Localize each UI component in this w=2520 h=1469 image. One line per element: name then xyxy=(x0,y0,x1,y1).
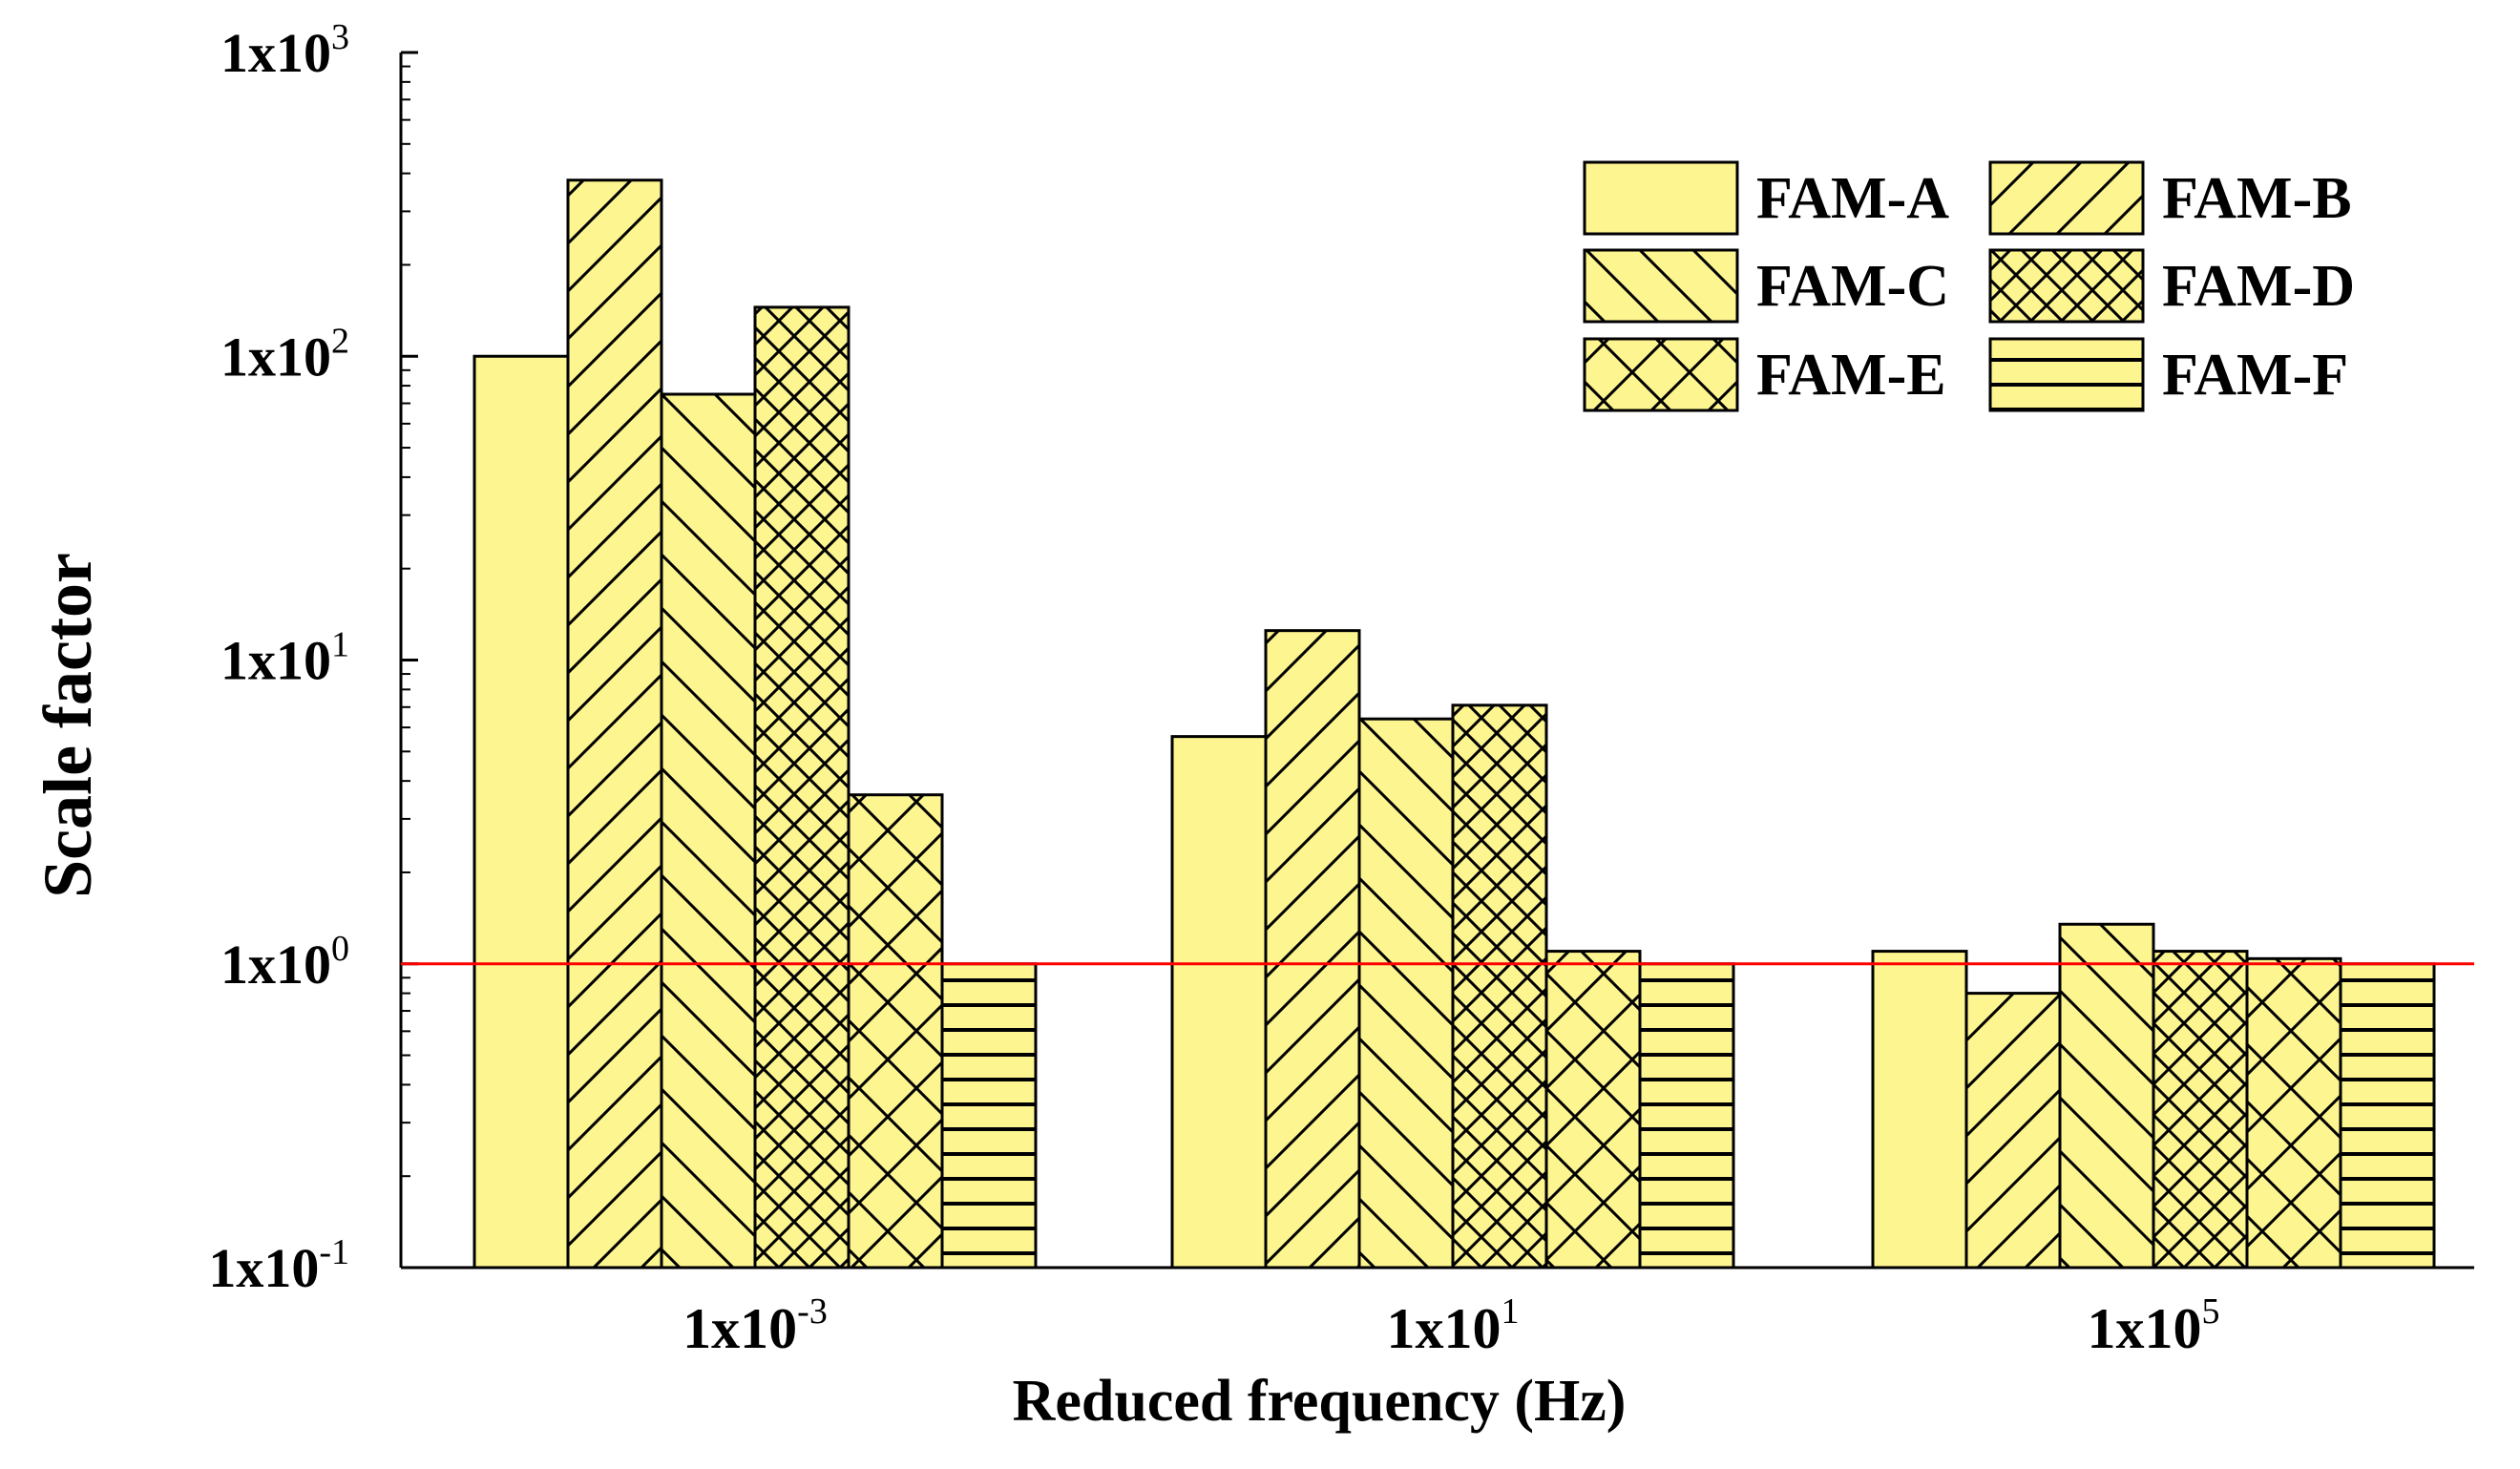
y-tick-label-3: 1x102 xyxy=(220,321,349,388)
bar-fam-d-cat-3 xyxy=(2152,950,2249,1270)
y-tick-label-0: 1x10-1 xyxy=(208,1232,349,1299)
x-axis-label: Reduced frequency (Hz) xyxy=(1013,1369,1627,1434)
y-axis-label: Scale factor xyxy=(30,553,106,898)
bar-fam-d-cat-2 xyxy=(1451,703,1548,1270)
y-tick-label-1: 1x100 xyxy=(220,929,349,996)
legend-label-fam-a: FAM-A xyxy=(1756,166,1949,231)
bar-fam-b-cat-3 xyxy=(1964,992,2062,1270)
bar-fam-a-cat-3 xyxy=(1871,950,1968,1270)
bar-fam-f-cat-2 xyxy=(1638,962,1735,1270)
legend-label-fam-d: FAM-D xyxy=(2162,254,2355,319)
legend-label-fam-e: FAM-E xyxy=(1756,343,1946,408)
bar-fam-c-cat-3 xyxy=(2058,922,2155,1270)
legend-swatch-fam-f xyxy=(1988,337,2145,412)
legend-swatch-fam-c xyxy=(1583,248,1739,324)
bar-fam-e-cat-1 xyxy=(847,793,944,1270)
x-tick-label-1: 1x10-3 xyxy=(682,1291,828,1360)
bar-fam-b-cat-2 xyxy=(1264,629,1361,1270)
bar-fam-f-cat-1 xyxy=(940,962,1038,1270)
legend-label-fam-b: FAM-B xyxy=(2162,166,2352,231)
bar-fam-e-cat-2 xyxy=(1544,950,1642,1270)
legend-label-fam-c: FAM-C xyxy=(1756,254,1949,319)
bar-fam-e-cat-3 xyxy=(2245,956,2342,1270)
y-tick-label-4: 1x103 xyxy=(220,17,349,84)
bar-fam-c-cat-2 xyxy=(1357,717,1455,1270)
bars-layer xyxy=(472,178,2436,1270)
bar-fam-a-cat-1 xyxy=(472,354,570,1270)
legend-swatch-fam-e xyxy=(1583,337,1739,412)
legend-swatch-fam-b xyxy=(1988,160,2145,236)
bar-fam-b-cat-1 xyxy=(566,178,663,1270)
bar-fam-d-cat-1 xyxy=(753,305,850,1270)
x-tick-label-3: 1x105 xyxy=(2088,1291,2220,1360)
legend-swatch-fam-d xyxy=(1988,248,2145,324)
y-tick-label-2: 1x101 xyxy=(220,625,349,692)
bar-fam-a-cat-2 xyxy=(1170,735,1268,1270)
x-tick-label-2: 1x101 xyxy=(1387,1291,1520,1360)
bar-fam-f-cat-3 xyxy=(2339,962,2436,1270)
legend-swatch-fam-a xyxy=(1583,160,1739,236)
bar-fam-c-cat-1 xyxy=(660,392,757,1270)
ticks-layer: 1x10-1 1x100 1x101 1x102 1x103 1x10-3 1x101 1x1… xyxy=(208,17,2219,1360)
legend-label-fam-f: FAM-F xyxy=(2162,343,2348,408)
legend: FAM-A FAM-B FAM-C FAM-D FAM-E FAM-F xyxy=(1583,160,2355,412)
